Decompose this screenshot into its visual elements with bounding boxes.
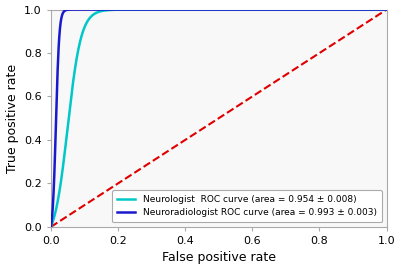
Neurologist  ROC curve (area = 0.954 ± 0.008) bbox=[310, 8, 315, 11]
Legend: Neurologist  ROC curve (area = 0.954 ± 0.008), Neuroradiologist ROC curve (area : Neurologist ROC curve (area = 0.954 ± 0.… bbox=[112, 190, 382, 222]
Neurologist  ROC curve (area = 0.954 ± 0.008) bbox=[49, 225, 53, 228]
Neurologist  ROC curve (area = 0.954 ± 0.008) bbox=[384, 8, 389, 11]
Line: Neuroradiologist ROC curve (area = 0.993 ± 0.003): Neuroradiologist ROC curve (area = 0.993… bbox=[51, 9, 387, 227]
Neuroradiologist ROC curve (area = 0.993 ± 0.003) bbox=[317, 8, 322, 11]
Neuroradiologist ROC curve (area = 0.993 ± 0.003) bbox=[311, 8, 316, 11]
Neuroradiologist ROC curve (area = 0.993 ± 0.003) bbox=[184, 8, 189, 11]
Neurologist  ROC curve (area = 0.954 ± 0.008) bbox=[317, 8, 322, 11]
Neuroradiologist ROC curve (area = 0.993 ± 0.003) bbox=[83, 8, 87, 11]
Neurologist  ROC curve (area = 0.954 ± 0.008) bbox=[83, 24, 87, 27]
Neuroradiologist ROC curve (area = 0.993 ± 0.003) bbox=[384, 8, 389, 11]
Neurologist  ROC curve (area = 0.954 ± 0.008) bbox=[312, 8, 317, 11]
Neuroradiologist ROC curve (area = 0.993 ± 0.003) bbox=[197, 8, 202, 11]
Neuroradiologist ROC curve (area = 0.993 ± 0.003) bbox=[115, 8, 120, 11]
Neurologist  ROC curve (area = 0.954 ± 0.008) bbox=[279, 8, 284, 11]
Neuroradiologist ROC curve (area = 0.993 ± 0.003) bbox=[49, 225, 53, 228]
Neurologist  ROC curve (area = 0.954 ± 0.008) bbox=[196, 8, 201, 11]
Neurologist  ROC curve (area = 0.954 ± 0.008) bbox=[184, 8, 189, 11]
X-axis label: False positive rate: False positive rate bbox=[162, 251, 276, 264]
Neuroradiologist ROC curve (area = 0.993 ± 0.003) bbox=[279, 8, 284, 11]
Line: Neurologist  ROC curve (area = 0.954 ± 0.008): Neurologist ROC curve (area = 0.954 ± 0.… bbox=[51, 9, 387, 227]
Y-axis label: True positive rate: True positive rate bbox=[6, 64, 18, 173]
